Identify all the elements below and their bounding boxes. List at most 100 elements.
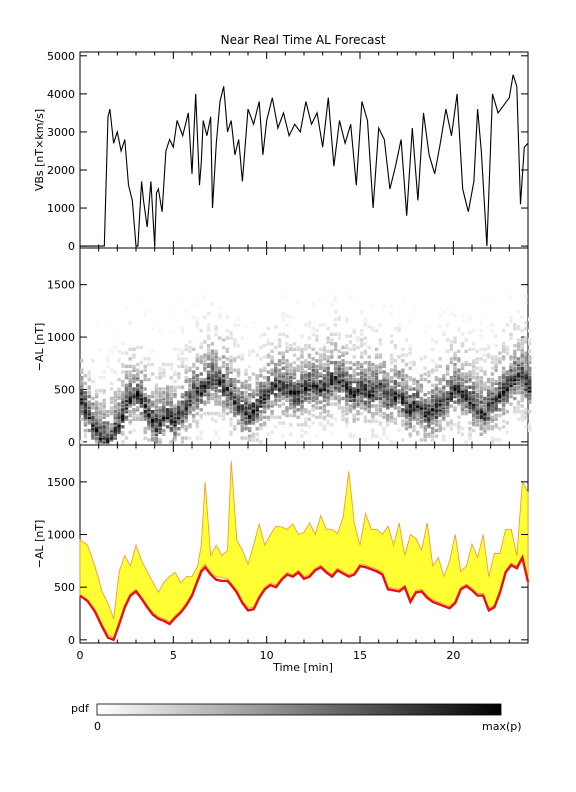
- pdf-cell: [262, 368, 267, 372]
- pdf-cell: [255, 417, 259, 421]
- pdf-cell: [117, 428, 121, 433]
- pdf-cell: [360, 377, 364, 382]
- pdf-cell: [408, 387, 412, 391]
- pdf-cell: [475, 389, 480, 393]
- pdf-cell: [173, 427, 177, 431]
- pdf-cell: [248, 400, 252, 404]
- pdf-cell: [445, 411, 450, 416]
- pdf-cell: [98, 417, 103, 421]
- pdf-cell: [165, 408, 170, 412]
- pdf-cell: [91, 396, 95, 401]
- pdf-cell: [345, 377, 349, 382]
- pdf-cell: [192, 376, 196, 380]
- pdf-cell: [169, 421, 173, 425]
- pdf-cell: [333, 317, 338, 321]
- pdf-cell: [423, 377, 427, 382]
- pdf-cell: [479, 406, 483, 410]
- pdf-cell: [486, 411, 491, 416]
- pdf-cell: [386, 396, 390, 401]
- pdf-cell: [285, 313, 289, 318]
- pdf-cell: [109, 368, 114, 372]
- pdf-cell: [80, 359, 84, 363]
- pdf-cell: [382, 398, 386, 403]
- pdf-cell: [192, 389, 196, 393]
- pdf-cell: [386, 436, 390, 440]
- pdf-cell: [113, 398, 117, 403]
- pdf-cell: [162, 394, 166, 399]
- pdf-cell: [524, 374, 528, 378]
- pdf-cell: [218, 389, 222, 393]
- pdf-cell: [184, 404, 188, 408]
- pdf-cell: [337, 396, 341, 401]
- pdf-cell: [109, 396, 114, 401]
- pdf-cell: [106, 428, 110, 433]
- pdf-cell: [389, 357, 394, 361]
- pdf-cell: [486, 413, 491, 418]
- pdf-cell: [248, 394, 252, 399]
- pdf-cell: [180, 411, 185, 416]
- pdf-cell: [300, 349, 304, 353]
- pdf-cell: [419, 402, 424, 406]
- pdf-cell: [285, 345, 289, 350]
- pdf-cell: [248, 387, 252, 391]
- pdf-cell: [490, 381, 495, 386]
- pdf-cell: [408, 344, 412, 348]
- pdf-cell: [199, 391, 203, 395]
- pdf-cell: [132, 366, 136, 370]
- x-axis-label: Time [min]: [272, 661, 333, 674]
- pdf-cell: [330, 360, 334, 365]
- pdf-cell: [83, 421, 88, 425]
- pdf-cell: [516, 372, 521, 376]
- pdf-cell: [505, 398, 509, 403]
- pdf-cell: [225, 383, 229, 387]
- pdf-cell: [404, 383, 409, 387]
- pdf-cell: [345, 345, 349, 350]
- pdf-cell: [165, 310, 170, 314]
- pdf-cell: [389, 400, 394, 404]
- pdf-cell: [281, 376, 285, 380]
- pdf-cell: [408, 423, 412, 427]
- pdf-cell: [479, 385, 483, 389]
- pdf-cell: [356, 391, 360, 395]
- pdf-cell: [367, 404, 371, 408]
- pdf-cell: [113, 436, 117, 440]
- pdf-cell: [281, 411, 285, 416]
- pdf-cell: [173, 436, 177, 440]
- pdf-cell: [281, 402, 285, 406]
- pdf-cell: [292, 383, 297, 387]
- pdf-cell: [494, 355, 498, 359]
- pdf-cell: [180, 436, 185, 440]
- pdf-cell: [434, 393, 439, 397]
- pdf-cell: [367, 345, 371, 350]
- pdf-cell: [177, 298, 181, 303]
- pdf-cell: [460, 396, 465, 401]
- pdf-cell: [109, 436, 114, 440]
- pdf-cell: [412, 404, 416, 408]
- pdf-cell: [333, 323, 338, 327]
- pdf-cell: [438, 425, 442, 429]
- pdf-cell: [206, 379, 211, 384]
- pdf-cell: [139, 417, 144, 421]
- pdf-cell: [401, 377, 405, 382]
- pdf-cell: [169, 385, 173, 389]
- pdf-cell: [430, 427, 435, 431]
- pdf-cell: [188, 408, 192, 412]
- pdf-cell: [464, 404, 468, 408]
- pdf-cell: [389, 387, 394, 391]
- pdf-cell: [516, 391, 521, 395]
- pdf-cell: [262, 383, 267, 387]
- pdf-cell: [113, 345, 117, 350]
- pdf-cell: [248, 393, 252, 397]
- pdf-cell: [94, 325, 99, 329]
- pdf-cell: [430, 404, 435, 408]
- pdf-cell: [304, 372, 308, 376]
- pdf-cell: [528, 400, 532, 404]
- pdf-cell: [363, 415, 368, 419]
- pdf-cell: [333, 417, 338, 421]
- pdf-cell: [326, 377, 330, 382]
- pdf-cell: [311, 394, 315, 399]
- pdf-cell: [188, 402, 192, 406]
- pdf-cell: [147, 421, 151, 425]
- pdf-cell: [233, 425, 237, 429]
- pdf-cell: [419, 406, 424, 410]
